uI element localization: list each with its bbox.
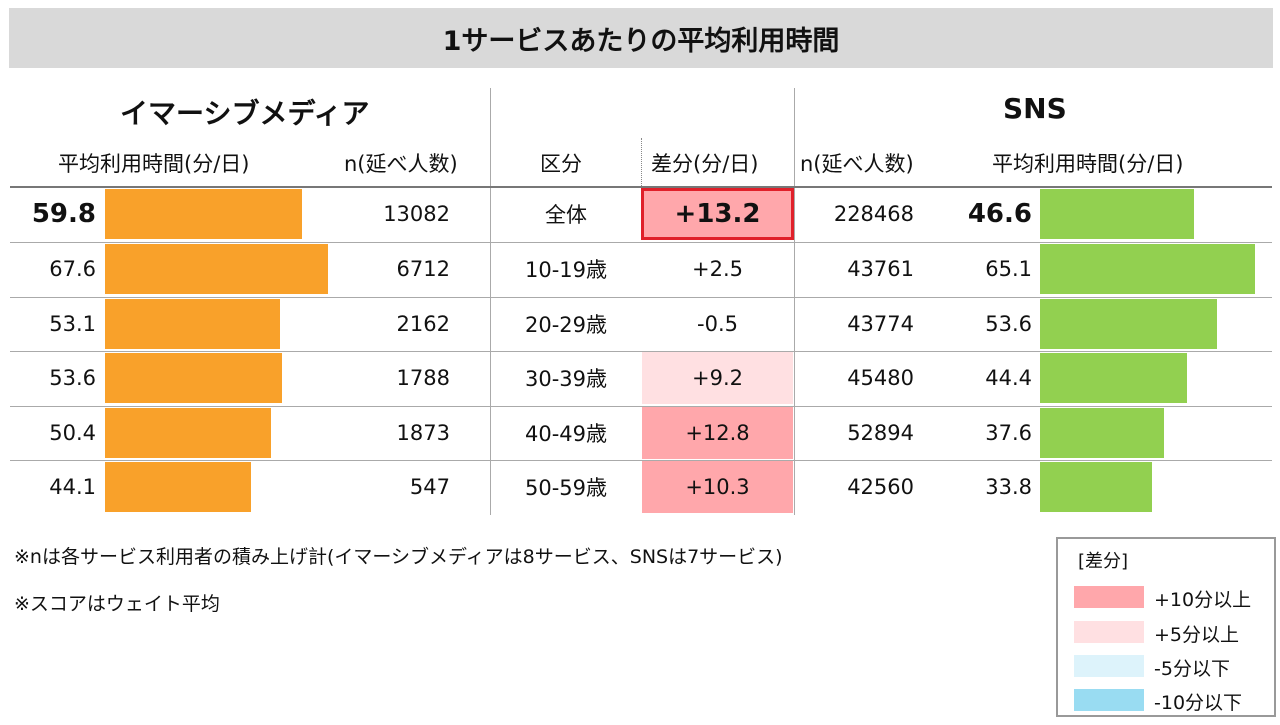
segment-label: 10-19歳	[524, 258, 608, 282]
divider-right	[794, 88, 795, 515]
immersive-n-value: 547	[409, 475, 450, 499]
immersive-time-value: 44.1	[49, 475, 96, 499]
immersive-section-title: イマーシブメディア	[120, 97, 370, 130]
sns-time-value: 46.6	[967, 199, 1032, 229]
row-rule	[10, 297, 1272, 298]
segment-label: 20-29歳	[524, 313, 608, 337]
immersive-time-header: 平均利用時間(分/日)	[58, 152, 250, 176]
diff-value: +2.5	[692, 257, 743, 281]
row-rule	[10, 460, 1272, 461]
sns-n-header: n(延べ人数)	[800, 152, 914, 176]
legend-swatch-plus10	[1074, 586, 1144, 608]
note-n: ※nは各サービス利用者の積み上げ計(イマーシブメディアは8サービス、SNSは7サ…	[14, 546, 783, 568]
segment-label: 50-59歳	[524, 476, 608, 500]
sns-time-value: 65.1	[985, 257, 1032, 281]
immersive-n-value: 1788	[396, 366, 450, 390]
sns-time-bar	[1040, 408, 1165, 458]
sns-n-value: 228468	[833, 202, 914, 226]
sns-n-value: 42560	[847, 475, 914, 499]
immersive-n-value: 6712	[396, 257, 450, 281]
immersive-time-value: 53.6	[49, 366, 96, 390]
header-rule	[10, 186, 1272, 188]
immersive-time-bar	[105, 189, 303, 239]
sns-section-title: SNS	[1003, 92, 1067, 125]
segment-label: 全体	[545, 203, 587, 227]
legend-swatch-minus5	[1074, 655, 1144, 677]
diff-value: -0.5	[697, 312, 738, 336]
sns-n-value: 43774	[847, 312, 914, 336]
sns-time-bar	[1040, 462, 1152, 512]
sns-time-bar	[1040, 353, 1187, 403]
sns-time-value: 53.6	[985, 312, 1032, 336]
diff-value: +13.2	[641, 188, 794, 240]
immersive-time-bar	[105, 353, 282, 403]
immersive-time-bar	[105, 462, 251, 512]
diff-legend: [差分] +10分以上 +5分以上 -5分以下 -10分以下	[1056, 537, 1276, 717]
sns-time-bar	[1040, 299, 1217, 349]
immersive-time-bar	[105, 244, 328, 294]
immersive-n-value: 2162	[396, 312, 450, 336]
legend-label-minus5: -5分以下	[1154, 658, 1230, 680]
immersive-time-value: 67.6	[49, 257, 96, 281]
sns-n-value: 43761	[847, 257, 914, 281]
sns-time-bar	[1040, 189, 1194, 239]
immersive-time-value: 53.1	[49, 312, 96, 336]
immersive-time-bar	[105, 299, 281, 349]
segment-label: 40-49歳	[524, 422, 608, 446]
row-rule	[10, 406, 1272, 407]
divider-dotted	[641, 138, 642, 186]
legend-swatch-minus10	[1074, 689, 1144, 711]
note-score: ※スコアはウェイト平均	[14, 593, 220, 615]
legend-label-plus5: +5分以上	[1154, 624, 1240, 646]
sns-time-header: 平均利用時間(分/日)	[992, 152, 1184, 176]
sns-time-value: 33.8	[985, 475, 1032, 499]
legend-swatch-plus5	[1074, 621, 1144, 643]
row-rule	[10, 351, 1272, 352]
diff-value: +9.2	[642, 352, 793, 404]
page-title: 1サービスあたりの平均利用時間	[9, 8, 1273, 68]
sns-n-value: 45480	[847, 366, 914, 390]
diff-value: +10.3	[642, 461, 793, 513]
sns-time-value: 44.4	[985, 366, 1032, 390]
sns-time-bar	[1040, 244, 1255, 294]
immersive-time-bar	[105, 408, 272, 458]
legend-label-plus10: +10分以上	[1154, 589, 1252, 611]
immersive-n-value: 1873	[396, 421, 450, 445]
immersive-n-value: 13082	[383, 202, 450, 226]
immersive-time-value: 59.8	[31, 199, 96, 229]
diff-header: 差分(分/日)	[651, 152, 759, 176]
row-rule	[10, 242, 1272, 243]
divider-left	[490, 88, 491, 515]
segment-header: 区分	[540, 152, 582, 176]
immersive-n-header: n(延べ人数)	[344, 152, 458, 176]
immersive-time-value: 50.4	[49, 421, 96, 445]
sns-n-value: 52894	[847, 421, 914, 445]
sns-time-value: 37.6	[985, 421, 1032, 445]
legend-title: [差分]	[1078, 551, 1129, 572]
diff-value: +12.8	[642, 407, 793, 459]
legend-label-minus10: -10分以下	[1154, 692, 1243, 714]
segment-label: 30-39歳	[524, 367, 608, 391]
